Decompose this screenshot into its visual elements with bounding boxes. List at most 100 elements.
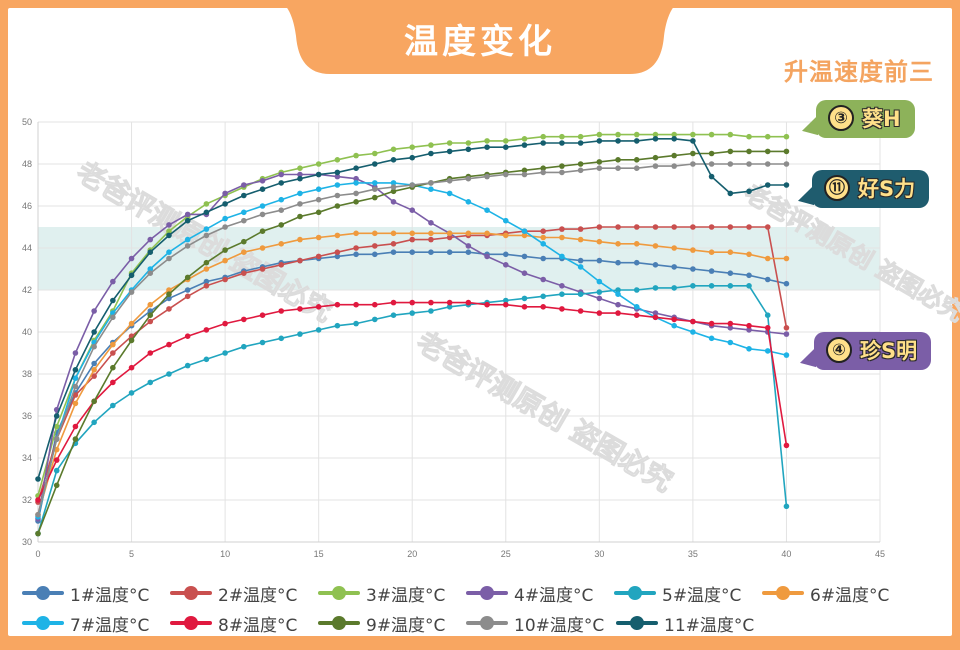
data-point xyxy=(577,226,584,232)
data-point xyxy=(409,144,416,150)
data-point xyxy=(615,241,621,247)
data-point xyxy=(428,150,434,157)
data-point xyxy=(615,224,621,230)
data-point xyxy=(559,283,565,289)
data-point xyxy=(652,285,659,291)
data-point xyxy=(278,207,285,213)
data-point xyxy=(708,150,715,157)
data-point xyxy=(278,335,285,342)
legend-item[interactable]: 2#温度°C xyxy=(170,582,297,606)
data-point xyxy=(764,348,771,354)
data-point xyxy=(633,165,640,171)
data-point xyxy=(521,295,528,302)
data-point xyxy=(615,165,621,171)
data-point xyxy=(166,371,172,377)
data-point xyxy=(278,262,285,268)
data-point xyxy=(241,343,247,350)
legend-item[interactable]: 7#温度°C xyxy=(22,612,149,636)
data-point xyxy=(390,146,397,153)
data-point xyxy=(615,157,621,163)
data-point xyxy=(633,131,640,138)
data-point xyxy=(203,266,210,272)
data-point xyxy=(484,253,490,260)
data-point xyxy=(147,350,154,356)
data-point xyxy=(671,224,677,230)
data-point xyxy=(596,138,603,144)
data-point xyxy=(297,213,303,220)
watermark-text: 老爸评测原创 盗图必究 xyxy=(411,325,678,498)
legend-item[interactable]: 4#温度°C xyxy=(466,582,593,606)
data-point xyxy=(559,140,565,146)
data-point xyxy=(166,306,172,312)
y-tick-label: 36 xyxy=(22,411,32,421)
legend-item[interactable]: 1#温度°C xyxy=(22,582,149,606)
data-point xyxy=(128,320,135,327)
data-point xyxy=(259,245,266,251)
data-point xyxy=(577,133,584,140)
data-point xyxy=(446,190,453,197)
data-point xyxy=(596,238,603,245)
legend-item[interactable]: 3#温度°C xyxy=(318,582,445,606)
data-point xyxy=(671,264,677,270)
data-point xyxy=(652,136,659,142)
data-point xyxy=(559,306,565,312)
data-point xyxy=(428,142,434,148)
data-point xyxy=(334,253,341,260)
data-point xyxy=(465,146,472,153)
data-point xyxy=(372,161,378,167)
data-point xyxy=(390,157,397,163)
data-point xyxy=(203,226,210,232)
data-point xyxy=(484,173,490,180)
data-point xyxy=(596,165,603,171)
data-point xyxy=(315,304,322,310)
data-point xyxy=(110,278,116,285)
data-point xyxy=(577,236,584,243)
data-point xyxy=(203,278,210,285)
data-point xyxy=(278,308,285,314)
data-point xyxy=(783,133,790,140)
data-point xyxy=(353,190,359,197)
legend-item[interactable]: 9#温度°C xyxy=(318,612,445,636)
data-point xyxy=(746,346,752,352)
data-point xyxy=(91,373,97,379)
data-point xyxy=(502,171,509,178)
y-tick-label: 38 xyxy=(22,369,32,379)
data-point xyxy=(278,222,285,228)
data-point xyxy=(72,423,79,430)
data-point xyxy=(690,150,696,157)
data-point xyxy=(259,178,266,184)
data-point xyxy=(652,243,659,249)
data-point xyxy=(690,283,696,289)
legend-swatch-icon xyxy=(466,616,508,630)
data-point xyxy=(428,308,434,314)
data-point xyxy=(428,220,434,226)
legend-item[interactable]: 5#温度°C xyxy=(614,582,741,606)
data-point xyxy=(334,192,341,199)
data-point xyxy=(297,236,303,243)
data-point xyxy=(353,152,359,159)
x-tick-label: 45 xyxy=(875,549,885,559)
data-point xyxy=(184,362,191,369)
callout-rank-4: ④ 珍S明 xyxy=(814,332,932,370)
data-point xyxy=(783,325,790,331)
data-point xyxy=(465,230,472,237)
data-point xyxy=(746,322,752,329)
data-point xyxy=(334,232,341,239)
data-point xyxy=(241,316,247,323)
data-point xyxy=(53,423,60,430)
data-point xyxy=(577,308,584,314)
y-tick-label: 46 xyxy=(22,201,32,211)
legend-item[interactable]: 10#温度°C xyxy=(466,612,604,636)
data-point xyxy=(259,339,266,346)
data-point xyxy=(484,301,490,308)
data-point xyxy=(409,182,416,188)
data-point xyxy=(297,306,303,312)
legend-item[interactable]: 8#温度°C xyxy=(170,612,297,636)
data-point xyxy=(35,497,41,503)
y-tick-label: 40 xyxy=(22,327,32,337)
data-point xyxy=(521,142,528,148)
data-point xyxy=(147,236,154,243)
data-point xyxy=(390,241,397,247)
legend-item[interactable]: 11#温度°C xyxy=(616,612,754,636)
legend-item[interactable]: 6#温度°C xyxy=(762,582,889,606)
